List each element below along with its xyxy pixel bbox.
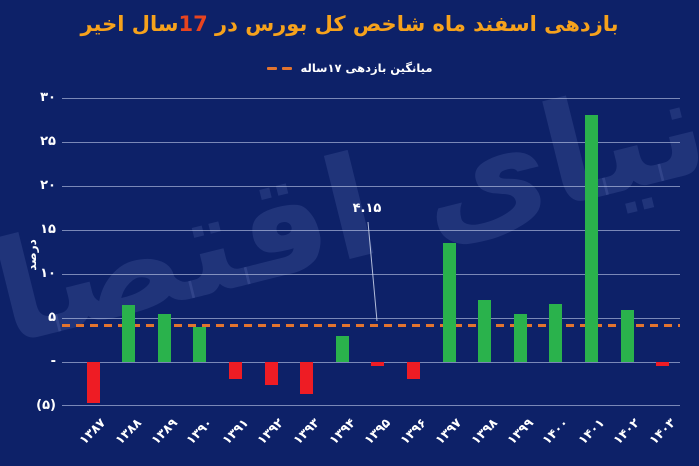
bar-1393	[300, 362, 314, 394]
x-tick-label-1394: ۱۳۹۴	[325, 415, 358, 448]
legend-average-label: میانگین بازدهی ۱۷ساله	[300, 61, 433, 75]
chart-title: بازدهی اسفند ماه شاخص کل بورس در 17سال ا…	[0, 12, 699, 36]
gridline	[62, 405, 680, 406]
x-tick-label-1393: ۱۳۹۳	[290, 415, 323, 448]
gridline	[62, 98, 680, 99]
x-tick-label-1390: ۱۳۹۰	[183, 415, 216, 448]
x-tick-label-1398: ۱۳۹۸	[468, 415, 501, 448]
chart-title-text-a: بازدهی اسفند ماه شاخص کل بورس در	[207, 12, 619, 36]
average-value-annotation: ۴.۱۵	[352, 201, 382, 216]
x-tick-label-1387: ۱۳۸۷	[76, 415, 109, 448]
y-tick-label: ۲۵	[40, 134, 56, 149]
bar-1392	[264, 362, 278, 385]
chart-title-number: 17	[178, 12, 208, 36]
y-axis: ۳۰ ۲۵ ۲۰ ۱۵ ۱۰ ۵ - (۵)	[0, 90, 56, 413]
bar-1398	[478, 299, 492, 362]
x-tick-label-1388: ۱۳۸۸	[112, 415, 145, 448]
x-tick-label-1389: ۱۳۸۹	[147, 415, 180, 448]
legend-dash-icon	[266, 66, 292, 70]
gridline	[62, 362, 680, 363]
chart-title-text-b: سال اخیر	[80, 12, 179, 36]
x-tick-label-1400: ۱۴۰۰	[539, 415, 572, 448]
legend: میانگین بازدهی ۱۷ساله	[0, 61, 699, 75]
bar-1397	[442, 243, 456, 362]
x-tick-label-1391: ۱۳۹۱	[218, 415, 252, 448]
bar-1387	[86, 362, 100, 404]
y-tick-label: ۲۰	[40, 178, 56, 193]
gridline	[62, 142, 680, 143]
gridline	[62, 186, 680, 187]
x-tick-label-1392: ۱۳۹۲	[254, 415, 287, 448]
y-tick-label: ۱۰	[40, 266, 56, 281]
plot-area	[62, 98, 680, 406]
bar-1396	[406, 362, 420, 379]
bar-1399	[513, 313, 527, 362]
x-tick-label-1397: ۱۳۹۷	[432, 415, 465, 448]
bar-1401	[584, 114, 598, 362]
x-tick-label-1395: ۱۳۹۵	[361, 415, 394, 448]
x-axis: ۱۳۸۷ ۱۳۸۸ ۱۳۸۹ ۱۳۹۰ ۱۳۹۱ ۱۳۹۲ ۱۳۹۳ ۱۳۹۴ ۱۳۹۵ ۱۳۹۶…	[62, 98, 680, 466]
x-tick-label-1401: ۱۴۰۱	[574, 415, 608, 448]
y-tick-label: ۱۵	[40, 222, 56, 237]
average-dashed-line	[62, 324, 680, 328]
bar-1394	[335, 335, 349, 362]
y-tick-label: ۵	[48, 310, 56, 325]
y-tick-label: -	[50, 354, 56, 369]
bar-1402	[620, 310, 634, 362]
x-tick-label-1396: ۱۳۹۶	[396, 415, 430, 448]
bar-1403	[656, 362, 670, 367]
bar-1400	[549, 303, 563, 362]
bar-1395	[371, 362, 385, 367]
bar-1391	[228, 362, 242, 379]
bar-1389	[157, 313, 171, 362]
x-tick-label-1402: ۱۴۰۲	[610, 415, 643, 448]
bar-1388	[122, 304, 136, 362]
bar-1390	[193, 326, 207, 362]
x-tick-label-1399: ۱۳۹۹	[503, 415, 536, 448]
x-tick-label-1403: ۱۴۰۳	[646, 415, 679, 448]
y-tick-label: ۳۰	[40, 90, 56, 105]
y-tick-label: (۵)	[36, 398, 56, 413]
